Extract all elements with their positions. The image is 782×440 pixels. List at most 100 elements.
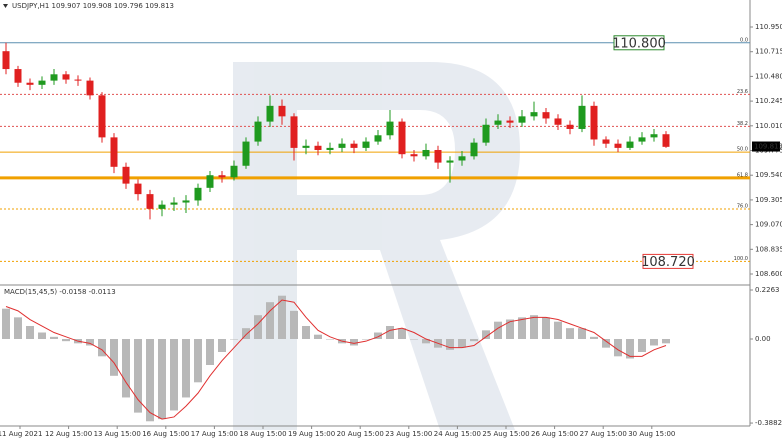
candle-body — [506, 120, 514, 123]
candle-body — [194, 187, 202, 201]
macd-bar — [422, 339, 430, 344]
watermark-bowl — [297, 62, 520, 430]
candle-body — [62, 74, 70, 80]
macd-bar — [302, 326, 310, 340]
signal-line — [5, 299, 667, 420]
x-tick-label: 23 Aug 15:00 — [385, 430, 432, 438]
candle-body — [374, 135, 382, 142]
macd-bar — [254, 315, 262, 340]
candle-body — [518, 116, 526, 123]
macd-bar — [62, 339, 70, 342]
x-tick-label: 11 Aug 2021 — [0, 430, 42, 438]
macd-bar — [230, 339, 238, 340]
candle-body — [590, 105, 598, 140]
candle-body — [458, 156, 466, 161]
candle-body — [146, 194, 154, 209]
fib-label: 23.6 — [737, 89, 748, 95]
macd-bar — [530, 315, 538, 340]
candle-body — [650, 134, 658, 138]
macd-bar — [14, 317, 22, 340]
macd-bar — [650, 339, 658, 346]
candle-body — [554, 118, 562, 125]
y-tick-label: 109.540 — [755, 171, 782, 179]
y-tick-label: 108.835 — [755, 245, 782, 253]
x-tick-label: 18 Aug 15:00 — [239, 430, 286, 438]
candle-body — [626, 141, 634, 148]
candle-body — [470, 142, 478, 157]
candle-body — [602, 139, 610, 144]
candle-body — [410, 154, 418, 157]
fib-label: 0.0 — [740, 37, 748, 43]
y-tick-label: 108.600 — [755, 270, 782, 278]
macd-bar — [218, 339, 226, 352]
candle-body — [302, 145, 310, 148]
macd-bar — [86, 339, 94, 346]
watermark-stem — [233, 62, 297, 430]
y-tick-label: 0.00 — [755, 335, 771, 343]
candle-body — [218, 175, 226, 178]
candle-body — [338, 143, 346, 148]
price-box — [642, 253, 694, 269]
macd-bar — [638, 339, 646, 352]
macd-bar — [278, 295, 286, 340]
candle-body — [2, 51, 10, 70]
candle-body — [170, 202, 178, 205]
x-tick-label: 25 Aug 15:00 — [482, 430, 529, 438]
candle-body — [86, 80, 94, 96]
candle-body — [290, 116, 298, 148]
candle-body — [38, 80, 46, 85]
chart-title: USDJPY,H1 109.907 109.908 109.796 109.81… — [12, 2, 174, 10]
candle-body — [350, 143, 358, 148]
candle-body — [362, 141, 370, 148]
candle-body — [386, 121, 394, 136]
candle-body — [614, 143, 622, 148]
fib-label: 38.2 — [737, 121, 748, 127]
macd-bar — [242, 328, 250, 340]
macd-bar — [662, 339, 670, 344]
candle-body — [398, 121, 406, 155]
macd-bar — [614, 339, 622, 357]
candle-body — [638, 137, 646, 142]
candle-body — [482, 124, 490, 143]
macd-bar — [494, 321, 502, 340]
macd-bar — [38, 332, 46, 340]
watermark — [233, 62, 520, 430]
y-tick-label: 109.070 — [755, 221, 782, 229]
macd-bar — [566, 328, 574, 340]
macd-bar — [134, 339, 142, 413]
fib-label: 61.8 — [737, 172, 748, 178]
x-tick-label: 12 Aug 15:00 — [45, 430, 92, 438]
x-tick-label: 19 Aug 15:00 — [288, 430, 335, 438]
candle-body — [326, 147, 334, 150]
y-tick-label: 109.305 — [755, 196, 782, 204]
candle-body — [206, 175, 214, 188]
macd-bar — [470, 339, 478, 342]
candle-body — [98, 95, 106, 138]
macd-bar — [50, 336, 58, 340]
macd-bar — [542, 317, 550, 340]
macd-bar — [182, 339, 190, 398]
y-tick-label: 110.715 — [755, 48, 782, 56]
macd-bar — [398, 328, 406, 340]
x-tick-label: 24 Aug 15:00 — [434, 430, 481, 438]
candle-body — [14, 69, 22, 83]
candle-body — [662, 134, 670, 147]
macd-bar — [98, 339, 106, 357]
price-box-label: 108.720 — [641, 255, 695, 270]
macd-bar — [626, 339, 634, 359]
x-tick-label: 20 Aug 15:00 — [337, 430, 384, 438]
fib-label: 100.0 — [734, 256, 748, 262]
y-tick-label: 110.480 — [755, 72, 782, 80]
macd-bar — [362, 339, 370, 340]
candle-body — [230, 165, 238, 178]
macd-bar — [146, 339, 154, 422]
candle-body — [542, 112, 550, 119]
fib-label: 76.0 — [737, 203, 748, 209]
macd-bar — [2, 308, 10, 340]
fib-label: 50.0 — [737, 147, 748, 153]
price-box — [613, 35, 665, 51]
candle-body — [158, 204, 166, 209]
macd-bar — [410, 339, 418, 340]
current-price-label: 109.813 — [754, 143, 782, 151]
